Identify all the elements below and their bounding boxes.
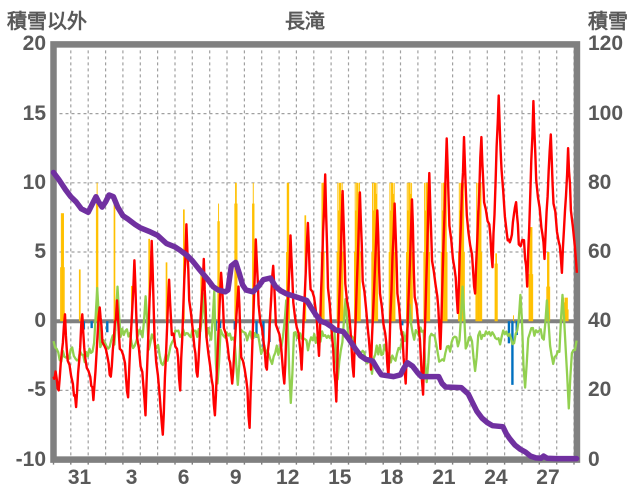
right-axis-tick: 20 bbox=[588, 378, 612, 402]
right-axis-title: 積雪 bbox=[588, 11, 628, 33]
x-axis-tick: 9 bbox=[229, 466, 242, 489]
x-axis-tick: 3 bbox=[125, 466, 138, 489]
x-axis-tick: 15 bbox=[328, 466, 352, 489]
left-axis-tick: -5 bbox=[27, 378, 46, 402]
right-axis-tick: 120 bbox=[588, 32, 624, 56]
chart-title: 長滝 bbox=[285, 11, 325, 33]
left-axis-tick: 10 bbox=[22, 170, 46, 194]
right-axis-tick: 40 bbox=[588, 309, 612, 333]
x-axis-tick: 18 bbox=[380, 466, 404, 489]
right-axis-tick: 0 bbox=[588, 447, 600, 471]
left-axis-tick: 5 bbox=[34, 240, 46, 263]
left-axis-title: 積雪以外 bbox=[7, 11, 87, 33]
right-axis-tick: 100 bbox=[588, 101, 624, 125]
x-axis-tick: 24 bbox=[484, 466, 508, 489]
temperature-line bbox=[52, 94, 579, 436]
x-axis-tick: 12 bbox=[276, 466, 300, 489]
right-axis-tick: 60 bbox=[588, 240, 612, 263]
left-axis-tick: 20 bbox=[22, 32, 46, 56]
x-axis-tick: 21 bbox=[432, 466, 456, 489]
left-axis-tick: 0 bbox=[34, 309, 46, 333]
right-axis-tick: 80 bbox=[588, 170, 612, 194]
x-axis-tick: 31 bbox=[67, 466, 92, 489]
x-axis-tick: 6 bbox=[177, 466, 190, 489]
left-axis-tick: 15 bbox=[22, 101, 46, 125]
green-series-line bbox=[52, 285, 578, 410]
snow-depth-line bbox=[50, 169, 580, 462]
gridlines bbox=[53, 44, 577, 460]
x-axis-tick: 27 bbox=[536, 466, 560, 489]
left-axis-tick: -10 bbox=[15, 447, 46, 471]
plot-border bbox=[50, 41, 581, 463]
